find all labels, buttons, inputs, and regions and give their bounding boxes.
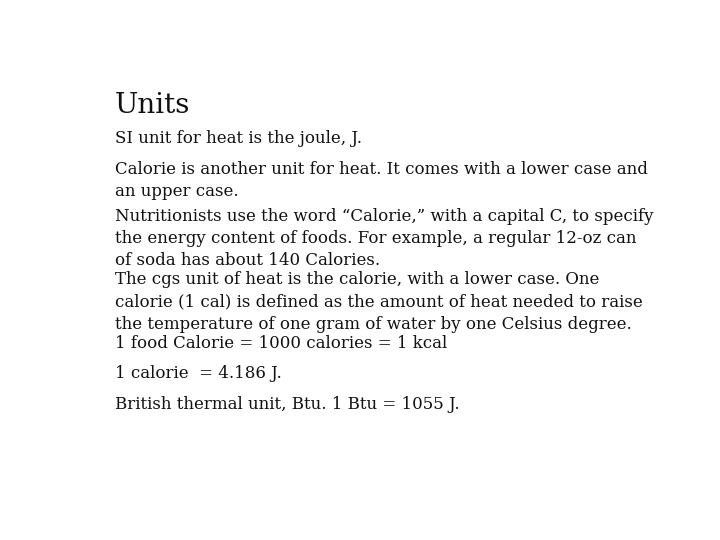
Text: Calorie is another unit for heat. It comes with a lower case and
an upper case.: Calorie is another unit for heat. It com… [114, 161, 648, 200]
Text: 1 food Calorie = 1000 calories = 1 kcal: 1 food Calorie = 1000 calories = 1 kcal [114, 335, 447, 352]
Text: The cgs unit of heat is the calorie, with a lower case. One
calorie (1 cal) is d: The cgs unit of heat is the calorie, wit… [114, 271, 642, 333]
Text: 1 calorie  = 4.186 J.: 1 calorie = 4.186 J. [114, 365, 282, 382]
Text: Units: Units [114, 92, 190, 119]
Text: Nutritionists use the word “Calorie,” with a capital C, to specify
the energy co: Nutritionists use the word “Calorie,” wi… [114, 208, 653, 269]
Text: British thermal unit, Btu. 1 Btu = 1055 J.: British thermal unit, Btu. 1 Btu = 1055 … [114, 395, 459, 413]
Text: SI unit for heat is the joule, J.: SI unit for heat is the joule, J. [114, 130, 362, 147]
